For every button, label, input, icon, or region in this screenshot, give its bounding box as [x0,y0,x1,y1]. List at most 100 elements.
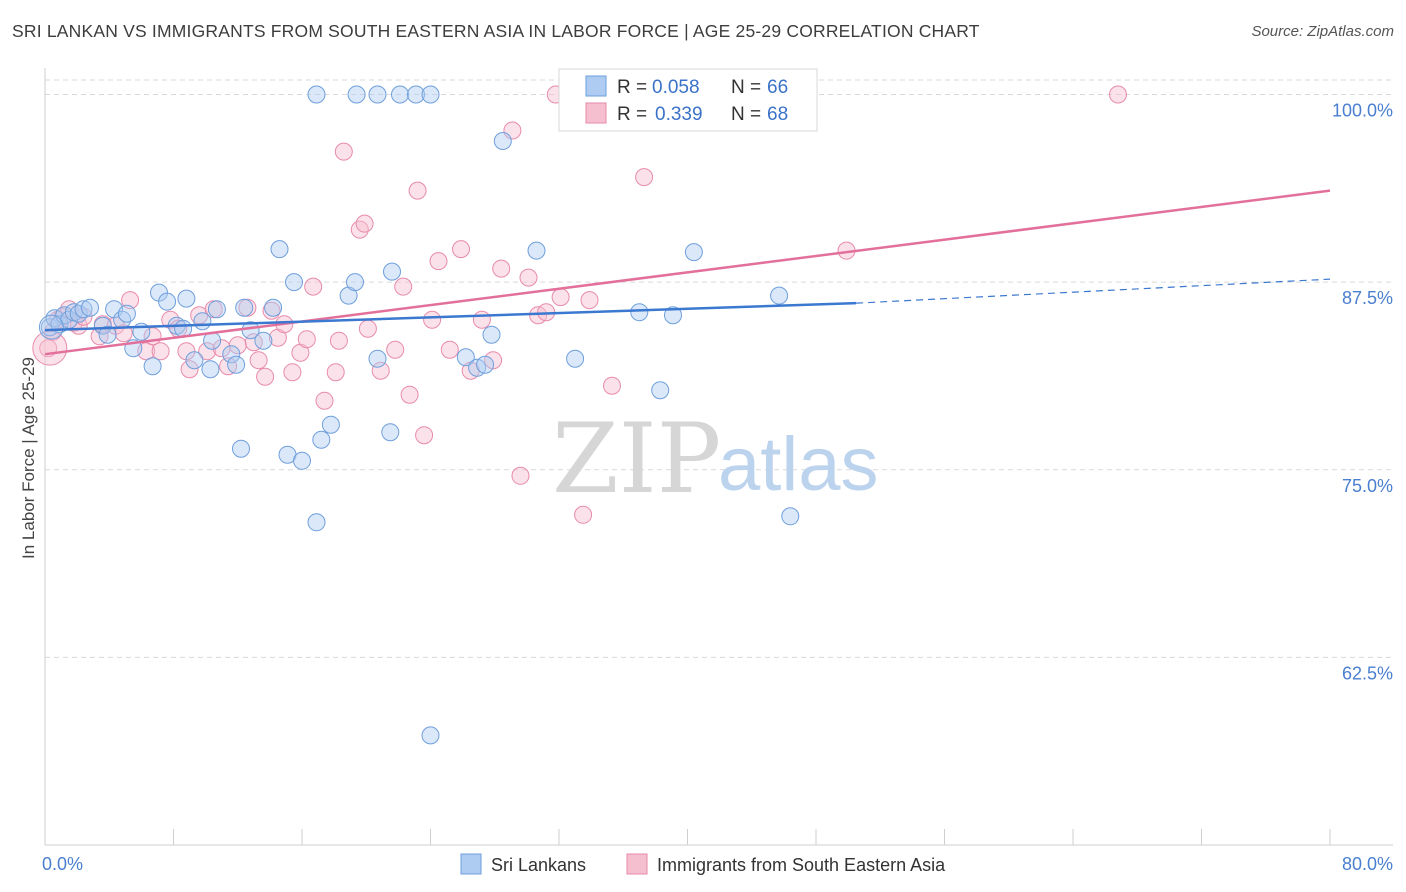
immigrants-point [297,330,316,349]
stats-r-value-pink: 0.339 [655,104,703,125]
sri-lankans-point [74,300,93,319]
immigrants-point [386,340,405,359]
bottom-legend: Sri Lankans Immigrants from South Easter… [460,853,946,875]
sri-lankans-point [368,349,387,368]
axes [44,68,1393,846]
stats-legend-swatch-blue [585,75,607,97]
sri-lankans-point [630,303,649,322]
sri-lankans-point [493,132,512,150]
stats-n-value-blue: 66 [767,77,788,98]
immigrants-point [492,259,511,278]
immigrants-point [249,351,268,370]
sri-lankans-point [45,309,64,328]
immigrants-point [151,342,170,361]
series-sri-lankans-points [38,85,800,745]
chart-title: SRI LANKAN VS IMMIGRANTS FROM SOUTH EAST… [12,21,980,41]
gridlines [45,79,1393,658]
immigrants-point [355,214,374,233]
immigrants-point [198,342,217,361]
immigrants-point [635,168,654,187]
immigrants-point [329,331,348,350]
sri-lankans-point [81,298,99,317]
sri-lankans-point [40,318,59,337]
stats-n-label-blue: N = [731,77,761,98]
y-tick-label-3: 100.0% [1332,101,1393,121]
sri-lankans-point [383,262,401,281]
sri-lankans-point [222,345,241,364]
sri-lankans-point [321,415,340,434]
watermark-atlas: atlas [718,422,879,507]
immigrants-point [262,301,281,320]
immigrants-point [580,291,599,310]
x-tick-labels: 0.0% 80.0% [42,854,1393,874]
stats-r-value-blue: 0.058 [652,77,700,98]
immigrants-point [519,268,538,287]
watermark: ZIP atlas [552,403,879,515]
sri-lankans-point [207,300,226,319]
sri-lankans-point [312,430,331,449]
sri-lankans-point [143,357,162,376]
immigrants-point [423,310,442,329]
sri-lankans-point [407,85,425,104]
immigrants-point [511,466,530,485]
immigrants-point [440,340,459,359]
immigrants-point [64,313,83,332]
sri-lankans-point [347,85,366,104]
immigrants-point [121,291,140,310]
sri-lankans-point [566,349,585,368]
watermark-zip: ZIP [552,403,721,515]
immigrants-point [180,360,199,379]
sri-lankans-point [177,289,196,308]
sri-lankans-point [421,726,440,745]
immigrants-point [350,220,369,239]
sri-lankans-point [201,360,220,379]
sri-lankans-point [117,304,136,323]
sri-lankans-point [421,85,440,104]
immigrants-point [408,181,427,200]
sri-lankans-point [235,298,254,317]
sri-lankans-point [264,298,283,317]
sri-lankans-point [391,85,409,104]
immigrants-point [74,307,93,326]
y-tick-label-2: 87.5% [1342,288,1393,308]
stats-r-label-blue: R = [617,77,647,98]
sri-lankans-point [293,451,311,470]
sri-lankans-point [684,243,703,262]
sri-lankans-point [346,273,364,292]
stats-r-label-pink: R = [617,104,647,125]
immigrants-point [358,319,377,338]
sri-lankans-trend-line [44,301,857,332]
sri-lankans-trend-extension [856,278,1331,304]
stats-legend-swatch-pink [585,102,607,124]
immigrants-point [472,310,491,329]
sri-lankans-point [193,312,212,331]
sri-lankans-point [770,286,789,305]
sri-lankans-point [93,316,112,335]
sri-lankans-point [98,325,117,344]
sri-lankans-point [368,85,387,104]
sri-lankans-point [781,507,800,526]
y-tick-labels: 62.5% 75.0% 87.5% 100.0% [1332,101,1393,684]
immigrants-point [283,363,302,382]
sri-lankans-point [185,351,204,370]
immigrants-point [400,385,419,404]
x-tick-label-min: 0.0% [42,854,83,874]
sri-lankans-point [285,273,303,292]
immigrants-point [429,252,448,271]
immigrants-point [574,505,593,524]
stats-n-value-pink: 68 [767,104,788,125]
immigrants-point [326,363,345,382]
sri-lankans-point [476,355,495,374]
y-tick-label-1: 75.0% [1342,476,1393,496]
sri-lankans-point [158,292,177,311]
sri-lankans-point [482,325,501,344]
y-tick-label-0: 62.5% [1342,663,1393,683]
sri-lankans-point [270,240,289,259]
immigrants-point [334,142,353,161]
sri-lankans-point [254,331,273,350]
legend-swatch-immigrants [626,853,648,875]
x-tick-label-max: 80.0% [1342,854,1393,874]
immigrants-point [304,277,323,296]
legend-swatch-sri-lankans [460,853,482,875]
sri-lankans-point [381,423,400,442]
